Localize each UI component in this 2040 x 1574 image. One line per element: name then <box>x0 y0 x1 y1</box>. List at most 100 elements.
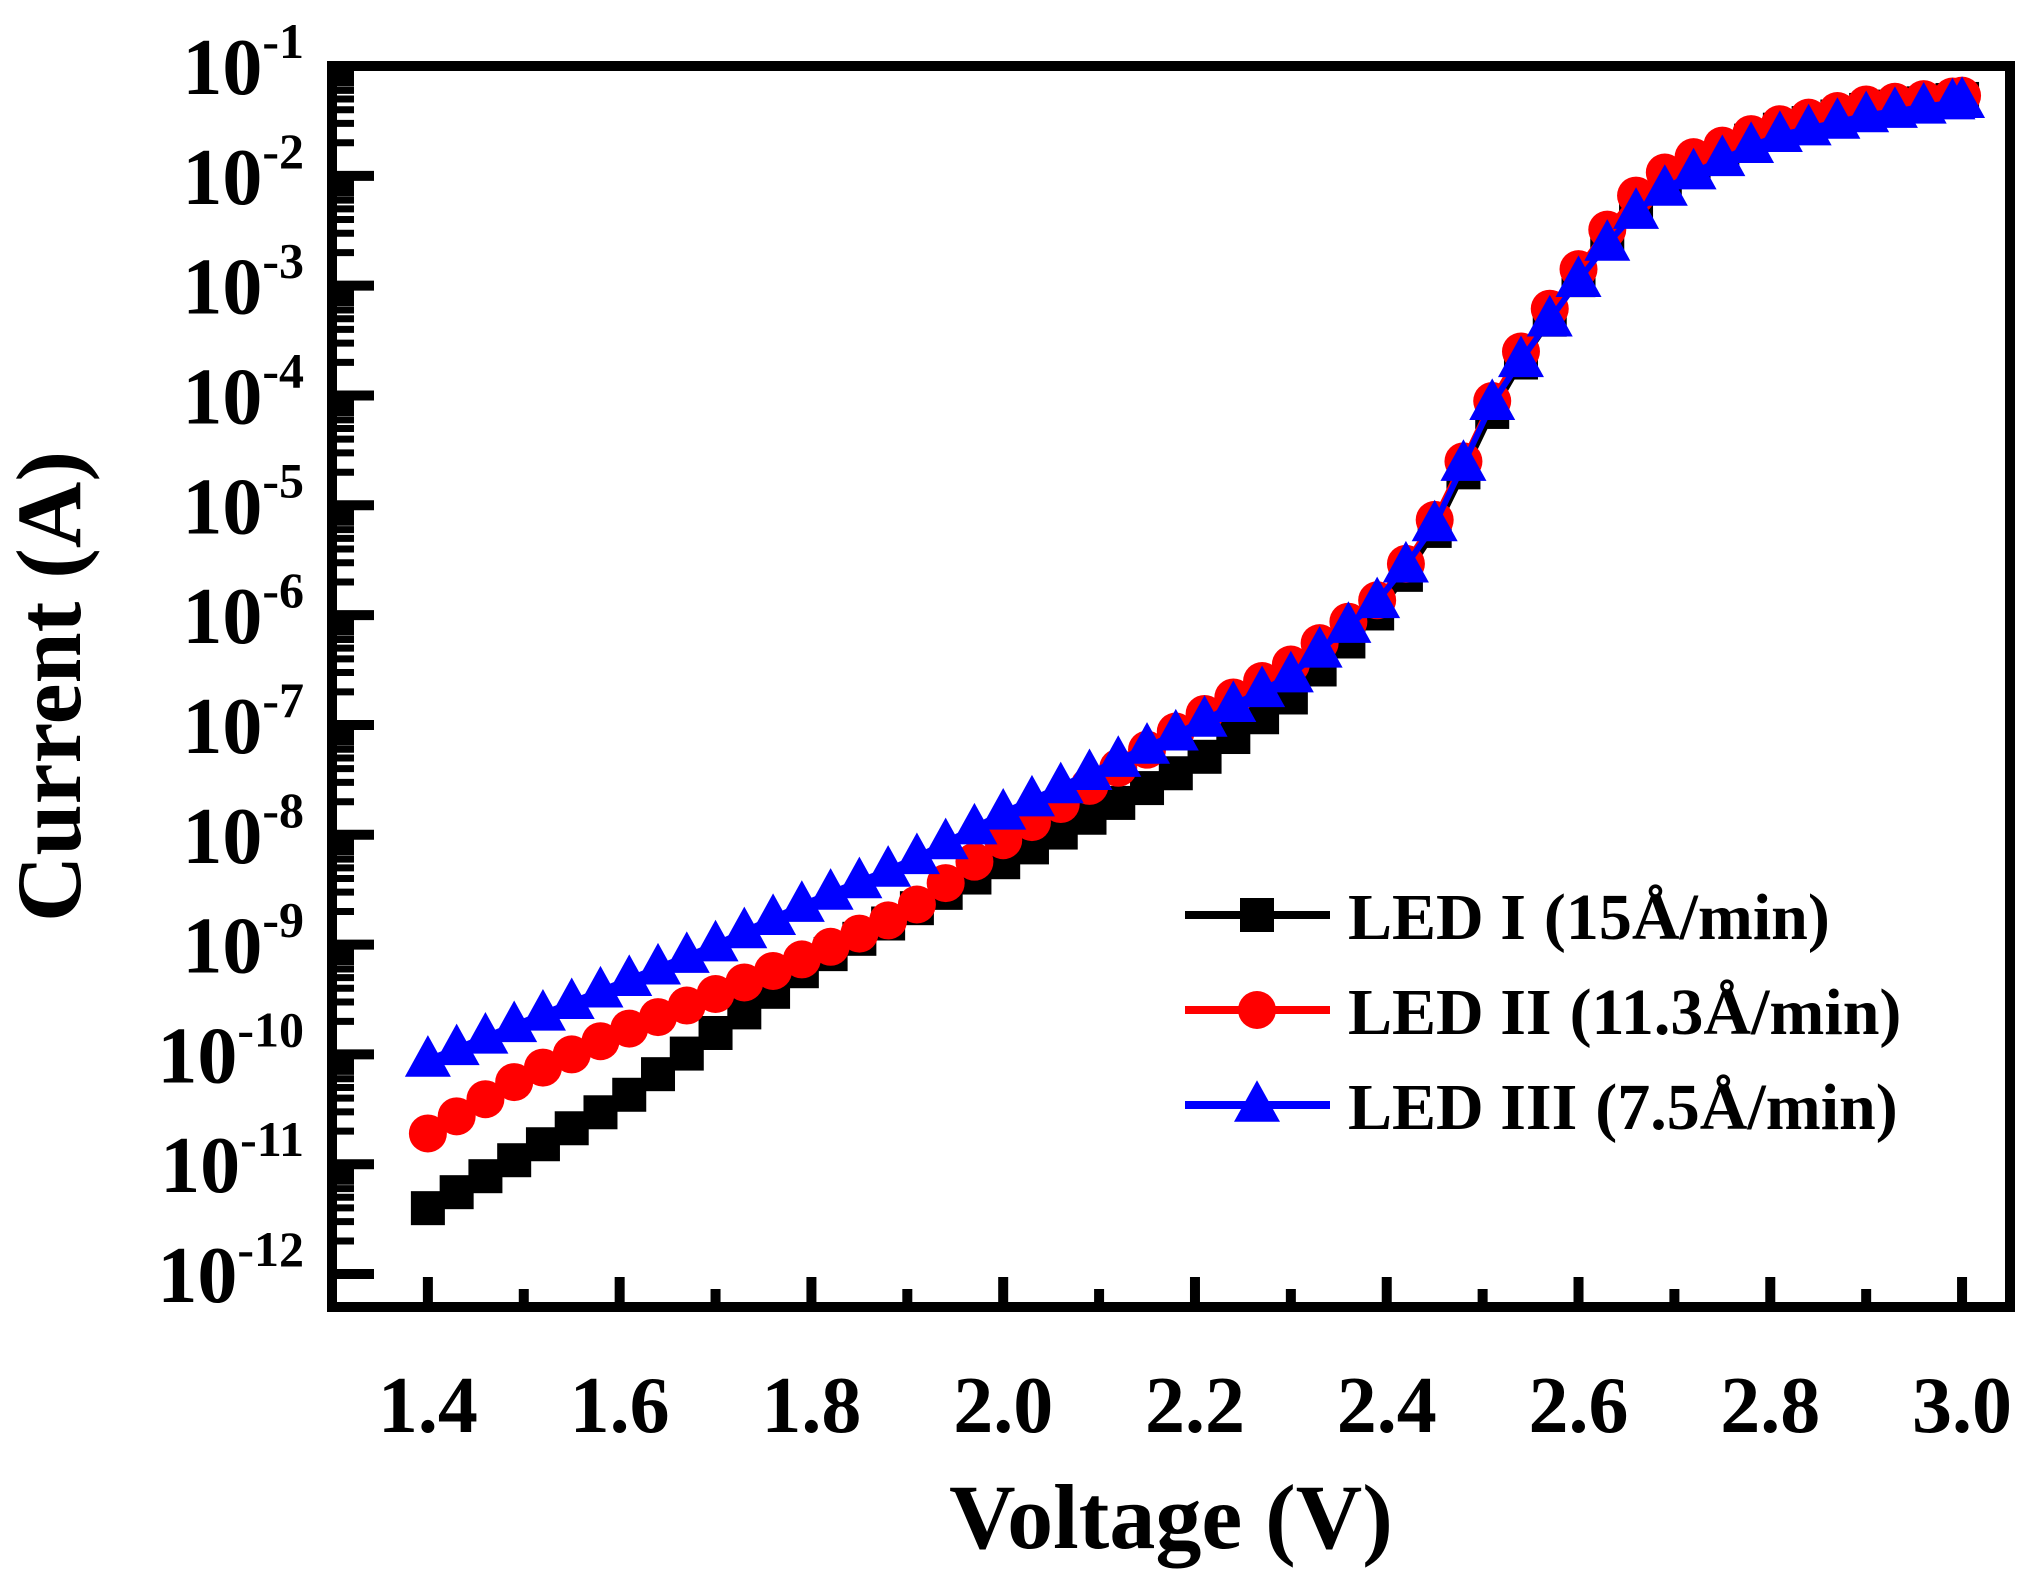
data-point <box>610 1009 649 1048</box>
y-tick-label: 10-10 <box>157 1001 304 1100</box>
data-point <box>606 954 653 996</box>
y-tick-exponent: -11 <box>240 1111 304 1167</box>
y-tick-exponent: -2 <box>262 123 304 179</box>
data-point <box>692 919 739 962</box>
data-point <box>778 880 825 922</box>
data-point <box>408 1114 447 1153</box>
y-tick-label: 10-11 <box>160 1111 304 1210</box>
data-point <box>1555 255 1602 297</box>
data-point <box>725 963 764 1002</box>
data-point <box>1469 378 1516 420</box>
x-tick-label: 2.6 <box>1529 1362 1629 1450</box>
data-point <box>1239 665 1286 708</box>
legend-led-name: LED II <box>1348 976 1552 1049</box>
data-point <box>1095 735 1142 777</box>
data-point <box>1216 720 1251 755</box>
data-point <box>836 856 883 899</box>
data-point <box>635 942 682 985</box>
data-point <box>581 1022 620 1061</box>
data-point <box>698 1015 733 1050</box>
data-point <box>519 988 566 1031</box>
legend-label: LED I (15Å/min) <box>1348 881 1830 954</box>
data-point <box>1124 722 1171 764</box>
y-tick-exponent: -12 <box>237 1221 304 1277</box>
data-point <box>466 1080 505 1119</box>
y-tick-base: 10 <box>160 1122 240 1210</box>
legend-rate: (11.3Å/min) <box>1570 976 1902 1049</box>
legend-marker-triangle <box>1234 1080 1280 1122</box>
data-point <box>807 868 854 910</box>
data-point <box>663 931 710 973</box>
data-point <box>577 965 624 1008</box>
legend-entry: LED III (7.5Å/min) <box>1185 1071 1898 1144</box>
legend-label: LED II (11.3Å/min) <box>1348 976 1901 1049</box>
data-point <box>782 940 821 979</box>
data-point <box>462 1012 509 1054</box>
data-point <box>669 1036 704 1071</box>
data-point <box>1497 335 1544 378</box>
data-point <box>811 927 850 966</box>
data-point <box>893 832 940 875</box>
data-point <box>840 914 879 953</box>
data-point <box>523 1048 562 1087</box>
y-tick-base: 10 <box>182 793 262 881</box>
data-point <box>1296 626 1343 668</box>
y-tick-exponent: -9 <box>262 892 304 948</box>
legend-entry: LED II (11.3Å/min) <box>1185 976 1901 1049</box>
legend-led-name: LED III <box>1348 1071 1577 1144</box>
data-point <box>984 821 1023 860</box>
data-point <box>1210 680 1257 722</box>
y-tick-exponent: -10 <box>237 1001 304 1057</box>
data-point <box>721 906 768 949</box>
y-tick-base: 10 <box>182 244 262 332</box>
data-point <box>410 1191 445 1226</box>
y-tick-label: 10-1 <box>182 13 304 112</box>
y-tick-exponent: -4 <box>262 342 304 398</box>
x-tick-label: 1.8 <box>761 1362 861 1450</box>
y-tick-label: 10-2 <box>182 123 304 222</box>
y-tick-base: 10 <box>182 903 262 991</box>
y-axis-title: Current (A) <box>0 451 100 922</box>
y-tick-exponent: -3 <box>262 233 304 289</box>
data-point <box>468 1159 503 1194</box>
legend-marker-circle <box>1238 991 1276 1029</box>
data-point <box>865 845 912 887</box>
data-point <box>639 998 678 1037</box>
data-point <box>1584 219 1631 261</box>
data-point <box>1267 650 1314 693</box>
data-point <box>612 1077 647 1112</box>
data-point <box>641 1057 676 1092</box>
data-point <box>497 1143 532 1178</box>
x-tick-label: 3.0 <box>1912 1362 2012 1450</box>
y-tick-label: 10-5 <box>182 452 304 551</box>
y-tick-base: 10 <box>182 463 262 551</box>
data-point <box>1181 695 1228 737</box>
data-point <box>1613 187 1660 229</box>
y-tick-label: 10-9 <box>182 892 304 991</box>
data-point <box>491 1000 538 1043</box>
y-tick-label: 10-8 <box>182 782 304 881</box>
y-tick-base: 10 <box>182 134 262 222</box>
legend-rate: (7.5Å/min) <box>1595 1071 1897 1144</box>
data-point <box>667 986 706 1025</box>
data-point <box>495 1063 534 1102</box>
x-tick-label: 1.4 <box>378 1362 478 1450</box>
data-point <box>897 885 936 924</box>
data-point <box>583 1095 618 1130</box>
y-tick-base: 10 <box>157 1012 237 1100</box>
data-point <box>1699 134 1746 177</box>
y-tick-exponent: -8 <box>262 782 304 838</box>
data-point <box>525 1127 560 1162</box>
y-tick-base: 10 <box>182 683 262 771</box>
x-tick-label: 2.8 <box>1720 1362 1820 1450</box>
series-square <box>410 81 1980 1226</box>
x-axis-title: Voltage (V) <box>949 1466 1393 1568</box>
data-point <box>437 1097 476 1136</box>
legend-entry: LED I (15Å/min) <box>1185 881 1830 954</box>
data-point <box>1411 499 1458 542</box>
data-point <box>1939 76 1986 118</box>
data-point <box>955 842 994 881</box>
y-tick-label: 10-3 <box>182 233 304 332</box>
